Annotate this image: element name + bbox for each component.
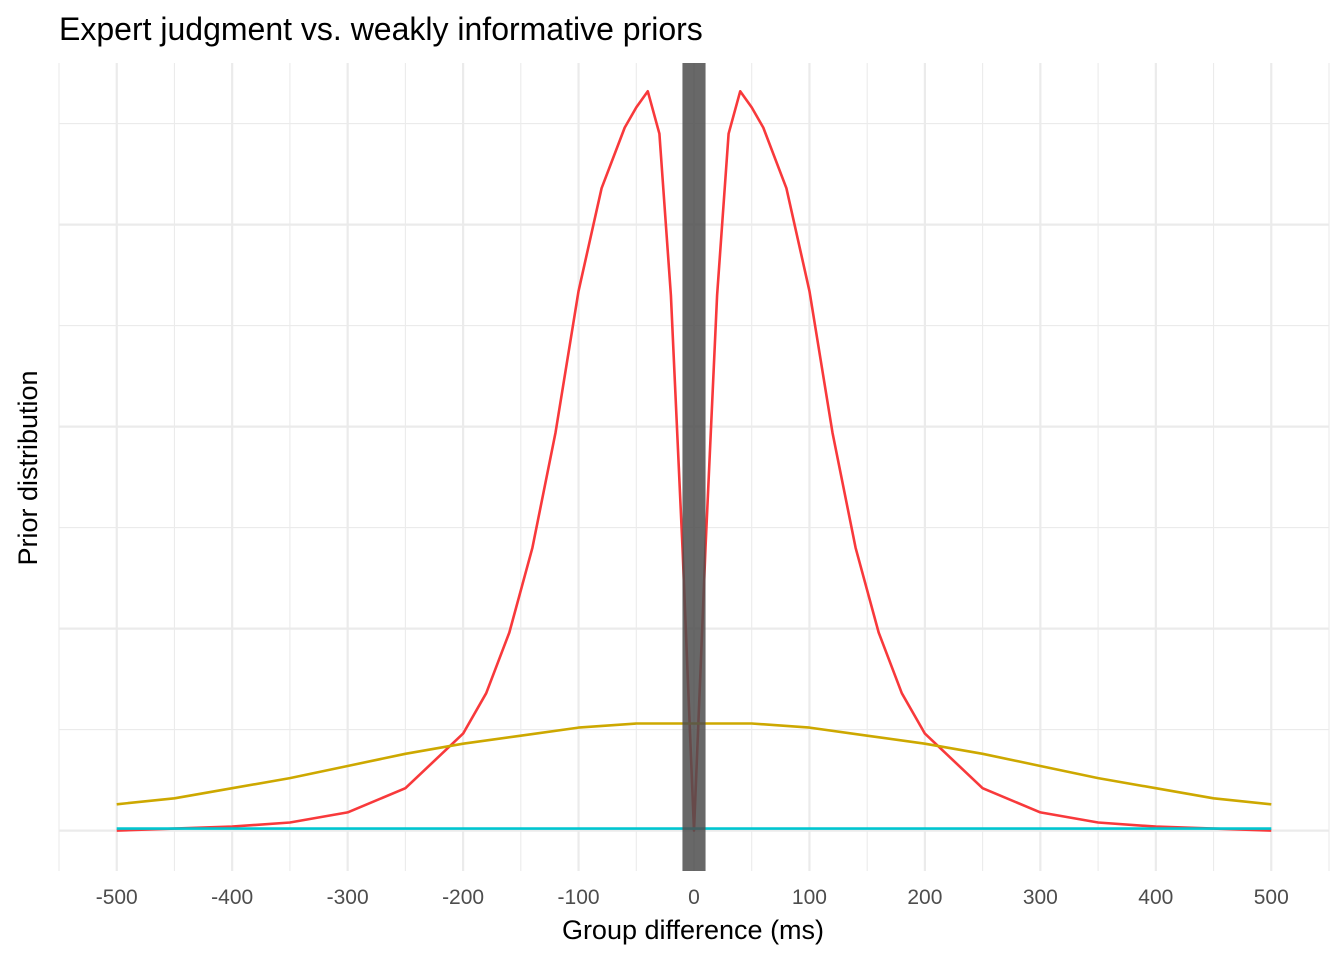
x-tick-label: -200 (442, 886, 484, 909)
x-tick-label: 0 (688, 886, 700, 909)
x-axis-title: Group difference (ms) (562, 915, 824, 945)
x-tick-labels: -500 -400 -300 -200 -100 0 100 200 300 400 500 (96, 886, 1289, 909)
x-tick-label: 100 (792, 886, 827, 909)
y-axis-title: Prior distribution (13, 370, 43, 565)
highlight-band-layer (682, 63, 706, 871)
x-tick-label: 500 (1254, 886, 1289, 909)
x-tick-label: -100 (558, 886, 600, 909)
x-tick-label: 200 (907, 886, 942, 909)
x-tick-label: -300 (327, 886, 369, 909)
highlight-band (682, 63, 706, 871)
chart-title: Expert judgment vs. weakly informative p… (59, 11, 703, 47)
x-tick-label: -500 (96, 886, 138, 909)
x-tick-label: -400 (211, 886, 253, 909)
x-tick-label: 300 (1023, 886, 1058, 909)
x-tick-label: 400 (1138, 886, 1173, 909)
